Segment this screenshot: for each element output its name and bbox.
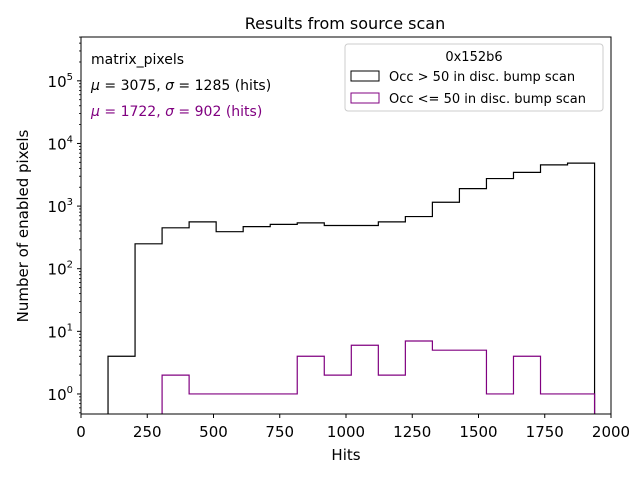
annotation-2-sigma-symbol: σ	[165, 104, 175, 120]
legend-swatch-occ-gt-50	[350, 70, 380, 82]
annotation-2-eq-a: =	[100, 104, 121, 120]
annotation-1-mu-symbol: μ	[90, 78, 100, 94]
y-tick-label-5: 105	[48, 72, 73, 91]
annotation-2-mu-symbol: μ	[90, 104, 100, 120]
y-tick-label-1: 101	[48, 322, 73, 341]
annotation-line-2: μ = 1722, σ = 902 (hits)	[90, 104, 262, 120]
annotation-1-sep: ,	[156, 78, 165, 94]
x-tick-label-1: 250	[133, 423, 162, 441]
y-tick-label-4: 104	[48, 134, 73, 153]
series-1	[161, 340, 596, 414]
annotation-2-unit-text: (hits)	[226, 104, 262, 120]
legend: 0x152b6 Occ > 50 in disc. bump scan Occ …	[344, 43, 604, 112]
annotation-1-sigma-symbol: σ	[165, 78, 175, 94]
x-tick-label-7: 1750	[526, 423, 564, 441]
annotation-2-mu-value: 1722	[121, 104, 157, 120]
x-tick-label-8: 2000	[592, 423, 630, 441]
x-axis-label: Hits	[331, 446, 360, 464]
y-tick-label-2: 102	[48, 260, 73, 279]
legend-title: 0x152b6	[445, 50, 502, 65]
chart-title: Results from source scan	[245, 14, 445, 33]
legend-swatch-occ-le-50	[350, 92, 380, 104]
annotation-2-eq-b: =	[174, 104, 195, 120]
stats-annotations: matrix_pixels μ = 3075, σ = 1285 (hits) …	[90, 52, 271, 120]
annotation-dataset-name: matrix_pixels	[91, 52, 184, 68]
x-tick-label-3: 750	[265, 423, 294, 441]
annotation-line-1: μ = 3075, σ = 1285 (hits)	[90, 78, 271, 94]
y-tick-label-3: 103	[48, 197, 73, 216]
y-tick-label-0: 100	[48, 385, 73, 404]
x-tick-label-6: 1500	[459, 423, 497, 441]
series-layer	[107, 162, 596, 414]
annotation-1-unit-text: (hits)	[235, 78, 271, 94]
histogram-outline-1	[161, 340, 596, 414]
annotation-2-sep: ,	[156, 104, 165, 120]
x-tick-label-4: 1000	[327, 423, 365, 441]
histogram-outline-0	[107, 162, 596, 414]
legend-label-occ-le-50: Occ <= 50 in disc. bump scan	[389, 92, 586, 107]
x-axis: 0 250 500 750 1000 1250 1500 1750 2000	[76, 414, 630, 441]
y-axis-label: Number of enabled pixels	[14, 129, 32, 322]
x-tick-label-0: 0	[76, 423, 86, 441]
y-axis: 100 101 102 103 104 105	[48, 36, 81, 414]
annotation-1-eq-b: =	[174, 78, 195, 94]
x-tick-label-2: 500	[199, 423, 228, 441]
annotation-1-mu-value: 3075	[121, 78, 157, 94]
legend-box	[344, 43, 604, 112]
annotation-1-sigma-value: 1285	[195, 78, 231, 94]
annotation-1-eq-a: =	[100, 78, 121, 94]
annotation-2-sigma-value: 902	[195, 104, 222, 120]
legend-label-occ-gt-50: Occ > 50 in disc. bump scan	[389, 70, 575, 85]
x-tick-label-5: 1250	[393, 423, 431, 441]
series-0	[107, 162, 596, 414]
